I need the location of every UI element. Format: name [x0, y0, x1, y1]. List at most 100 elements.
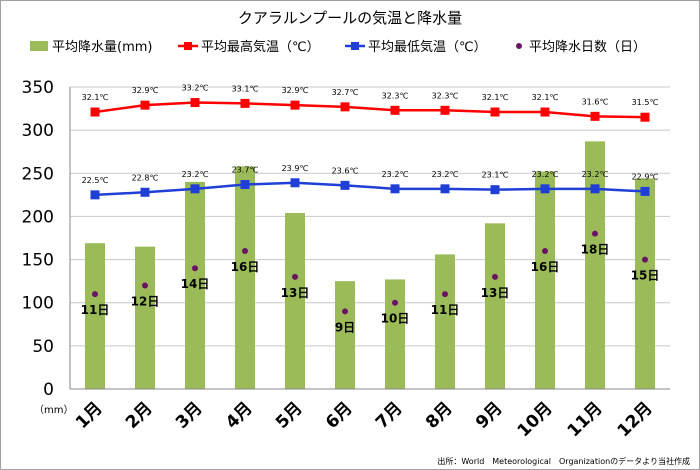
rain-days-point [442, 291, 448, 298]
max-temp-label: 31.6℃ [582, 97, 609, 106]
min-temp-label: 22.8℃ [132, 173, 159, 182]
y-tick-label: 100 [22, 294, 54, 314]
max-temp-marker [590, 111, 600, 121]
x-tick-label: 9月 [472, 398, 507, 433]
rain-days-label: 16日 [231, 260, 260, 274]
min-temp-label: 23.6℃ [332, 166, 359, 175]
precipitation-bars [85, 141, 655, 389]
min-temp-marker [540, 184, 550, 194]
min-temp-marker [140, 187, 150, 197]
legend-label: 平均最高気温（℃） [201, 39, 320, 55]
source-note: 出所：World Meteorological Organizationのデータ… [437, 456, 690, 466]
max-temp-marker [440, 105, 450, 115]
rain-days-point [492, 273, 498, 280]
rain-days-label: 16日 [531, 260, 560, 274]
legend-swatch-marker [351, 42, 359, 50]
precipitation-bar [85, 243, 105, 389]
min-temp-marker [190, 184, 200, 194]
x-tick-label: 6月 [322, 398, 357, 433]
y-tick-label: 350 [22, 78, 54, 98]
rain-days-label: 13日 [481, 286, 510, 300]
precipitation-bar [485, 223, 505, 389]
rain-days-point [142, 282, 148, 289]
min-temp-label: 23.2℃ [382, 170, 409, 179]
y-tick-label: 150 [22, 251, 54, 271]
min-temp-marker [490, 185, 500, 195]
y-tick-label: 50 [32, 337, 54, 357]
rain-days-label: 10日 [381, 312, 410, 326]
rain-days-label: 11日 [81, 303, 110, 317]
max-temp-label: 32.3℃ [432, 91, 459, 100]
precipitation-bar [335, 281, 355, 389]
max-temp-line-path [94, 101, 646, 119]
max-temp-marker [490, 107, 500, 117]
precipitation-bar [135, 246, 155, 389]
max-temp-label: 33.1℃ [232, 84, 259, 93]
rain-days-label: 12日 [131, 294, 160, 308]
precipitation-bar [635, 178, 655, 389]
y-tick-label: 300 [22, 121, 54, 141]
max-temp-label: 31.5℃ [632, 98, 659, 107]
rain-days-point [542, 247, 548, 254]
x-tick-label: 11月 [564, 398, 607, 441]
x-tick-label: 3月 [172, 398, 207, 433]
max-temp-marker [640, 112, 650, 122]
max-temp-label: 32.9℃ [132, 86, 159, 95]
max-temp-marker [190, 98, 200, 108]
max-temp-marker [90, 107, 100, 117]
x-tick-label: 8月 [422, 398, 457, 433]
x-tick-label: 7月 [372, 398, 407, 433]
gridlines [70, 86, 670, 390]
legend-label: 平均最低気温（℃） [368, 39, 487, 55]
legend-swatch-marker [184, 42, 192, 50]
min-temp-label: 23.7℃ [232, 166, 259, 175]
min-temp-marker [390, 184, 400, 194]
precipitation-bar [585, 141, 605, 389]
rain-days-label: 9日 [335, 320, 355, 334]
max-temp-marker [290, 100, 300, 110]
min-temp-marker [440, 184, 450, 194]
precipitation-bar [285, 212, 305, 389]
rain-days-point [642, 256, 648, 263]
rain-days-points: 11日 12日 14日 16日 13日 9日 10日 11日 13日 16日 18日 15日 [81, 230, 659, 334]
rain-days-label: 13日 [281, 286, 310, 300]
max-temp-marker [240, 98, 250, 108]
min-temp-label: 23.2℃ [532, 170, 559, 179]
x-tick-label: 2月 [122, 398, 157, 433]
rain-days-point [92, 291, 98, 298]
min-temp-line: 22.5℃ 22.8℃ 23.2℃ 23.7℃ 23.9℃ 23.6℃ 23.2℃ 23.2℃… [82, 164, 658, 200]
max-temp-label: 32.1℃ [82, 93, 109, 102]
min-temp-label: 23.2℃ [182, 170, 209, 179]
max-temp-label: 32.3℃ [382, 91, 409, 100]
y-tick-label: 250 [22, 164, 54, 184]
min-temp-marker [640, 186, 650, 196]
max-temp-marker [390, 105, 400, 115]
y-tick-label: 200 [22, 207, 54, 227]
rain-days-point [592, 230, 598, 237]
max-temp-marker [140, 100, 150, 110]
max-temp-line: 32.1℃ 32.9℃ 33.2℃ 33.1℃ 32.9℃ 32.7℃ 32.3℃ 32.3℃… [82, 84, 659, 122]
x-axis: 1月 2月 3月 4月 5月 6月 7月 8月 9月 10月 11月 12月 [70, 388, 670, 441]
x-tick-label: 5月 [272, 398, 307, 433]
x-tick-label: 12月 [614, 398, 657, 441]
rain-days-label: 14日 [181, 277, 210, 291]
max-temp-label: 32.9℃ [282, 86, 309, 95]
legend-label: 平均降水量(mm) [52, 40, 152, 55]
rain-days-point [342, 308, 348, 315]
min-temp-line-path [94, 181, 646, 197]
x-tick-label: 10月 [514, 398, 557, 441]
rain-days-point [392, 299, 398, 306]
precipitation-bar [435, 254, 455, 389]
legend-swatch-dot [516, 43, 522, 49]
precipitation-bar [185, 181, 205, 389]
max-temp-label: 33.2℃ [182, 84, 209, 93]
max-temp-label: 32.7℃ [332, 88, 359, 97]
min-temp-label: 23.1℃ [482, 171, 509, 180]
min-temp-marker [90, 190, 100, 200]
precipitation-bar [385, 279, 405, 389]
min-temp-label: 23.9℃ [282, 164, 309, 173]
max-temp-label: 32.1℃ [532, 93, 559, 102]
max-temp-label: 32.1℃ [482, 93, 509, 102]
y-axis: 0 50 100 150 200 250 300 350 [22, 78, 71, 400]
